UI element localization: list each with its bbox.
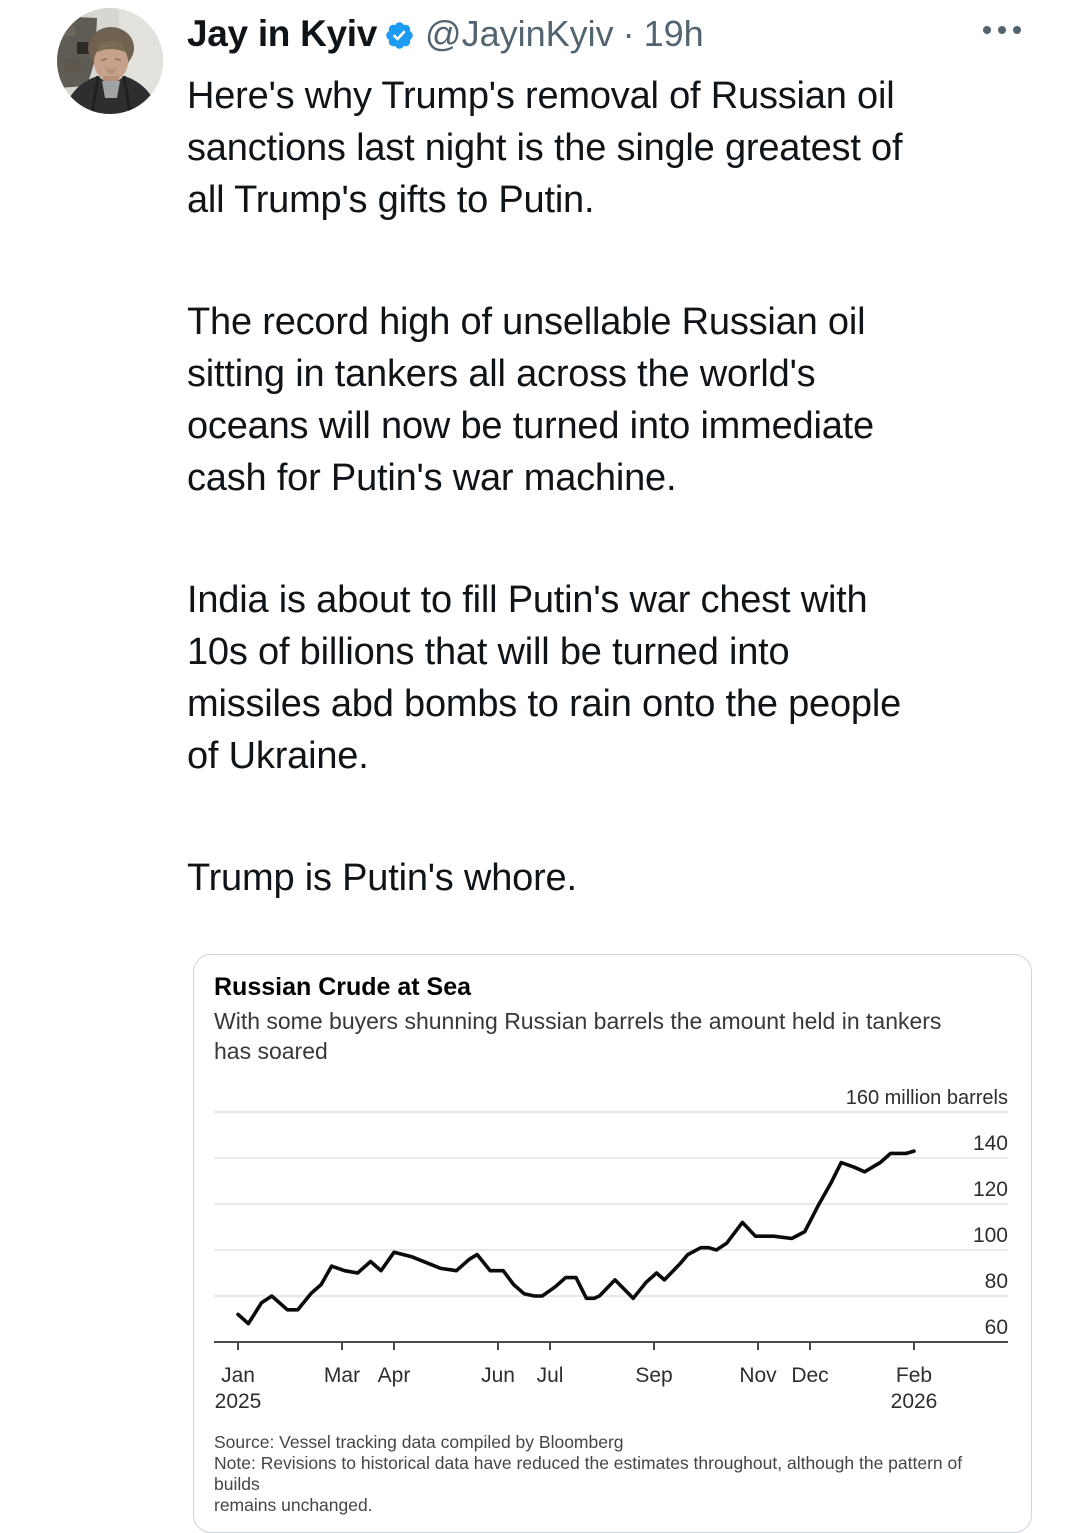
tweet-header: Jay in Kyiv @JayinKyiv · 19h (187, 10, 1032, 58)
tweet-text: Here's why Trump's removal of Russian oi… (187, 70, 1032, 904)
x-tick-sublabel-2025: 2025 (215, 1390, 262, 1413)
x-tick-label-Feb: Feb (896, 1364, 932, 1387)
more-dot (998, 26, 1006, 34)
avatar-photo (57, 8, 163, 114)
x-tick-label-Jun: Jun (481, 1364, 515, 1387)
more-dot (1013, 26, 1021, 34)
tweet-paragraph: Here's why Trump's removal of Russian oi… (187, 75, 903, 221)
verified-badge-icon (386, 22, 413, 49)
display-name[interactable]: Jay in Kyiv (187, 13, 378, 54)
data-line (236, 1149, 916, 1326)
x-tick-label-Dec: Dec (791, 1364, 828, 1387)
line-chart: 160 million barrels 140 120 100 80 60 Jan 2025 M… (214, 1087, 1008, 1413)
y-tick-label-100: 100 (973, 1224, 1008, 1247)
avatar[interactable] (57, 8, 163, 114)
user-handle[interactable]: @JayinKyiv (425, 13, 614, 54)
more-options-button[interactable] (977, 20, 1027, 40)
x-tick-label-Mar: Mar (324, 1364, 360, 1387)
timestamp[interactable]: 19h (643, 13, 704, 54)
x-tick-label-Apr: Apr (378, 1364, 411, 1387)
tweet-paragraph: The record high of unsellable Russian oi… (187, 301, 874, 499)
x-tick-label-Sep: Sep (635, 1364, 672, 1387)
x-tick-label-Jan: Jan (221, 1364, 255, 1387)
chart-source-note: Source: Vessel tracking data compiled by… (214, 1432, 1011, 1516)
x-tick-label-Nov: Nov (739, 1364, 777, 1387)
y-tick-label-60: 60 (985, 1316, 1008, 1339)
chart-subtitle: With some buyers shunning Russian barrel… (214, 1008, 942, 1064)
y-tick-label-140: 140 (973, 1132, 1008, 1155)
y-tick-label-80: 80 (985, 1270, 1008, 1293)
y-tick-label-120: 120 (973, 1178, 1008, 1201)
more-dot (983, 26, 991, 34)
axis-unit-label: 160 million barrels (846, 1087, 1008, 1109)
chart-card[interactable]: Russian Crude at Sea With some buyers sh… (193, 954, 1032, 1533)
tweet-paragraph: India is about to fill Putin's war chest… (187, 579, 902, 777)
source-line: Source: Vessel tracking data compiled by… (214, 1432, 624, 1452)
x-tick-label-Jul: Jul (537, 1364, 564, 1387)
tweet-paragraph: Trump is Putin's whore. (187, 857, 577, 899)
x-tick-sublabel-2026: 2026 (891, 1390, 938, 1413)
note-line: Note: Revisions to historical data have … (214, 1453, 963, 1515)
separator-dot: · (622, 13, 635, 54)
chart-title: Russian Crude at Sea (214, 973, 472, 1001)
